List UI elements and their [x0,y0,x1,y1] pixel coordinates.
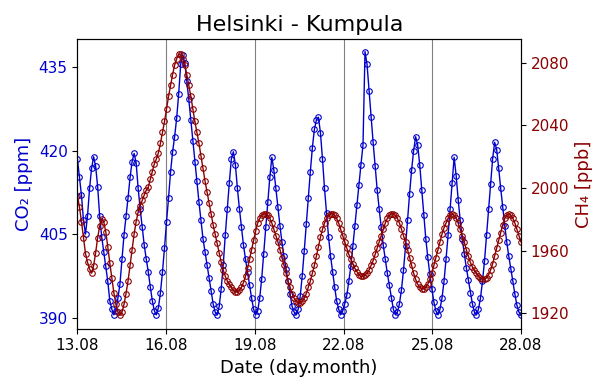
Y-axis label: CO₂ [ppm]: CO₂ [ppm] [15,137,33,231]
Title: Helsinki - Kumpula: Helsinki - Kumpula [196,15,403,35]
Y-axis label: CH₄ [ppb]: CH₄ [ppb] [575,140,593,228]
X-axis label: Date (day.month): Date (day.month) [221,359,378,377]
